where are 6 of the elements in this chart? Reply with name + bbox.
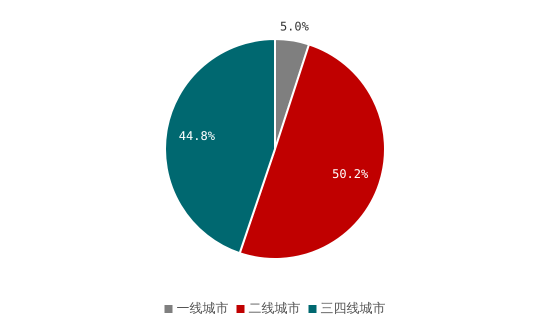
data-label: 5.0% (280, 20, 310, 34)
data-label: 44.8% (178, 129, 216, 144)
legend-label: 二线城市 (248, 302, 300, 316)
legend-label: 三四线城市 (320, 302, 386, 316)
data-label: 50.2% (332, 166, 370, 181)
legend-label: 一线城市 (176, 302, 228, 316)
